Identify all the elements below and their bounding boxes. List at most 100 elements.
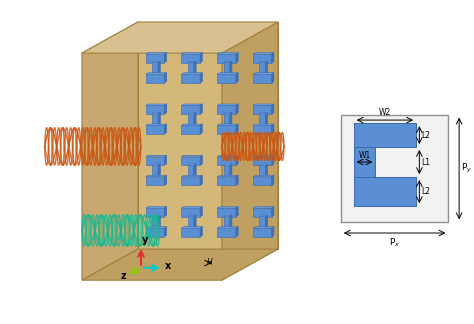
Polygon shape [146, 155, 167, 157]
Polygon shape [164, 124, 167, 134]
Polygon shape [253, 155, 274, 157]
Polygon shape [146, 53, 167, 54]
Polygon shape [158, 164, 160, 177]
Polygon shape [182, 104, 202, 105]
Polygon shape [224, 164, 232, 165]
Polygon shape [253, 124, 274, 125]
Polygon shape [182, 155, 202, 157]
Polygon shape [138, 22, 278, 249]
Polygon shape [158, 113, 160, 125]
Polygon shape [236, 227, 238, 237]
Polygon shape [217, 53, 238, 54]
Polygon shape [236, 207, 238, 217]
Polygon shape [152, 61, 160, 63]
Polygon shape [217, 227, 238, 228]
Polygon shape [146, 124, 167, 125]
Text: x: x [164, 261, 171, 271]
Polygon shape [146, 54, 164, 83]
Polygon shape [217, 207, 238, 208]
Polygon shape [82, 22, 138, 280]
Polygon shape [217, 175, 238, 177]
Polygon shape [164, 73, 167, 83]
Polygon shape [272, 155, 274, 165]
Polygon shape [259, 61, 268, 63]
Text: P$_y$: P$_y$ [461, 162, 473, 175]
Polygon shape [222, 22, 278, 280]
Polygon shape [164, 227, 167, 237]
Polygon shape [146, 157, 164, 185]
Text: y: y [142, 236, 148, 246]
Polygon shape [164, 53, 167, 63]
Text: L2: L2 [421, 187, 430, 196]
Polygon shape [146, 105, 164, 134]
Polygon shape [253, 73, 274, 74]
Polygon shape [188, 61, 196, 63]
Polygon shape [224, 61, 232, 63]
Polygon shape [200, 124, 202, 134]
Polygon shape [200, 155, 202, 165]
Polygon shape [272, 207, 274, 217]
Polygon shape [236, 104, 238, 114]
Polygon shape [188, 113, 196, 114]
Polygon shape [194, 113, 196, 125]
Polygon shape [152, 215, 160, 217]
Polygon shape [182, 124, 202, 125]
Polygon shape [265, 215, 268, 228]
Polygon shape [236, 53, 238, 63]
Polygon shape [217, 208, 236, 237]
Polygon shape [82, 249, 278, 280]
Text: z: z [121, 271, 127, 281]
Polygon shape [146, 73, 167, 74]
Polygon shape [146, 175, 167, 177]
Polygon shape [217, 104, 238, 105]
Polygon shape [182, 53, 202, 54]
Polygon shape [152, 164, 160, 165]
Polygon shape [182, 157, 200, 185]
Polygon shape [272, 175, 274, 185]
Polygon shape [194, 164, 196, 177]
Polygon shape [158, 61, 160, 74]
Polygon shape [158, 215, 160, 228]
Polygon shape [229, 215, 232, 228]
Polygon shape [253, 175, 274, 177]
Polygon shape [217, 157, 236, 185]
Polygon shape [253, 104, 274, 105]
Polygon shape [182, 208, 200, 237]
Polygon shape [217, 73, 238, 74]
Polygon shape [265, 113, 268, 125]
Polygon shape [272, 124, 274, 134]
Polygon shape [224, 113, 232, 114]
Polygon shape [236, 73, 238, 83]
Bar [354, 147, 375, 177]
Polygon shape [229, 61, 232, 74]
Polygon shape [146, 227, 167, 228]
Polygon shape [164, 104, 167, 114]
Polygon shape [82, 22, 278, 53]
Polygon shape [253, 207, 274, 208]
Polygon shape [182, 207, 202, 208]
Polygon shape [253, 53, 274, 54]
Polygon shape [217, 54, 236, 83]
Polygon shape [152, 113, 160, 114]
Polygon shape [259, 164, 268, 165]
Text: P$_x$: P$_x$ [389, 237, 400, 249]
Bar [341, 115, 448, 222]
Polygon shape [182, 105, 200, 134]
Polygon shape [236, 175, 238, 185]
Polygon shape [200, 73, 202, 83]
Polygon shape [146, 207, 167, 208]
Polygon shape [272, 227, 274, 237]
Text: W1: W1 [358, 151, 371, 160]
Text: W2: W2 [379, 109, 391, 117]
Polygon shape [217, 105, 236, 134]
Text: L2: L2 [421, 131, 430, 140]
Polygon shape [182, 175, 202, 177]
Polygon shape [272, 73, 274, 83]
Polygon shape [229, 113, 232, 125]
Polygon shape [200, 53, 202, 63]
Polygon shape [164, 175, 167, 185]
Polygon shape [217, 124, 238, 125]
Polygon shape [236, 124, 238, 134]
Polygon shape [200, 104, 202, 114]
Polygon shape [182, 73, 202, 74]
